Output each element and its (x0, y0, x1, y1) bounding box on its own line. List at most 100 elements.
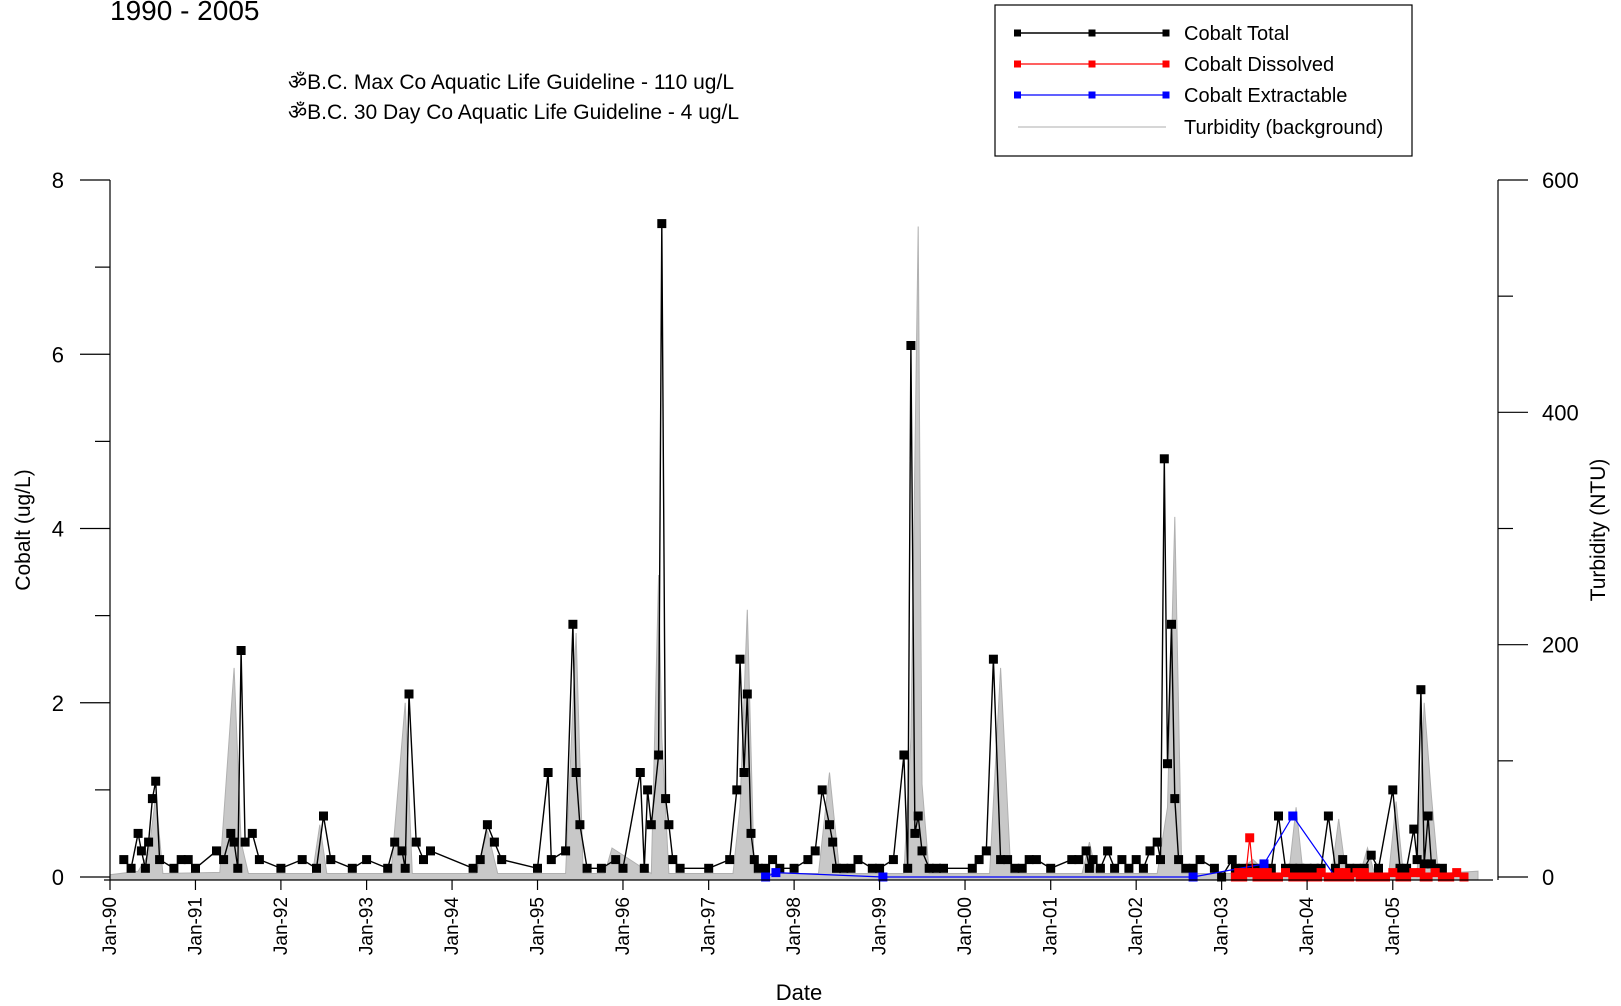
cobalt-total-point (312, 863, 321, 873)
cobalt-total-point (1167, 619, 1176, 629)
cobalt-total-point (828, 837, 838, 847)
cobalt-total-point (939, 863, 948, 873)
cobalt-total-point (704, 863, 714, 873)
cobalt-total-point (888, 855, 898, 865)
cobalt-total-point (191, 863, 200, 873)
cobalt-total-point (932, 863, 941, 873)
cobalt-total-point (974, 855, 984, 865)
cobalt-total-point (668, 855, 678, 865)
x-tick-label: Jan-02 (1126, 897, 1147, 955)
cobalt-total-point (155, 855, 165, 865)
x-tick-label: Jan-99 (870, 897, 891, 955)
cobalt-total-point (151, 776, 161, 786)
cobalt-total-point (1295, 863, 1305, 873)
cobalt-total-point (1174, 855, 1184, 865)
cobalt-total-point (867, 863, 877, 873)
cobalt-total-point (133, 828, 143, 838)
cobalt-total-point (390, 837, 400, 847)
cobalt-total-point (169, 863, 179, 873)
cobalt-total-point (917, 846, 927, 856)
cobalt-dissolved-point (1452, 868, 1462, 878)
cobalt-total-point (1088, 855, 1098, 865)
cobalt-total-point (654, 750, 664, 760)
cobalt-total-point (140, 863, 150, 873)
cobalt-total-point (176, 855, 186, 865)
y2-tick-label: 600 (1542, 168, 1579, 193)
cobalt-total-point (575, 820, 585, 830)
cobalt-total-point (1274, 811, 1283, 821)
cobalt-total-point (1338, 855, 1348, 865)
legend: Cobalt Total Cobalt Dissolved Cobalt Ext… (994, 4, 1413, 157)
x-tick-label: Jan-91 (186, 897, 207, 955)
x-tick-label: Jan-95 (528, 897, 549, 955)
cobalt-extractable-point (761, 872, 771, 882)
cobalt-total-point (1046, 863, 1056, 873)
cobalt-total-point (846, 863, 856, 873)
cobalt-total-point (1437, 863, 1447, 873)
cobalt-dissolved-point (1316, 868, 1326, 878)
cobalt-total-point (853, 855, 863, 865)
cobalt-total-point (661, 794, 671, 804)
y-axis-right-label: Turbidity (NTU) (1587, 459, 1610, 602)
cobalt-total-point (297, 855, 307, 865)
cobalt-dissolved-point (1395, 872, 1405, 882)
cobalt-total-point (1302, 863, 1312, 873)
cobalt-total-point (967, 863, 977, 873)
cobalt-total-point (1095, 863, 1105, 873)
x-tick-label: Jan-96 (613, 897, 634, 955)
x-tick-label: Jan-90 (100, 897, 121, 955)
cobalt-total-point (825, 820, 834, 830)
y-axis-left-label: Cobalt (ug/L) (12, 469, 35, 590)
cobalt-dissolved-point (1274, 872, 1283, 882)
cobalt-total-point (1195, 855, 1205, 865)
y-tick-label: 0 (52, 865, 64, 890)
x-axis-label: Date (776, 980, 822, 1005)
cobalt-total-point (1003, 855, 1013, 865)
cobalt-dissolved-point (1445, 872, 1455, 882)
cobalt-total-point (1081, 846, 1091, 856)
cobalt-total-point (582, 863, 592, 873)
cobalt-total-point (1323, 811, 1333, 821)
cobalt-total-point (746, 828, 756, 838)
cobalt-total-point (400, 863, 410, 873)
x-tick-label: Jan-92 (271, 897, 292, 955)
cobalt-total-point (996, 855, 1006, 865)
cobalt-total-point (1227, 855, 1237, 865)
cobalt-total-line (123, 223, 1443, 879)
cobalt-total-point (347, 863, 357, 873)
cobalt-total-point (497, 855, 507, 865)
cobalt-total-point (247, 828, 257, 838)
cobalt-total-point (732, 785, 742, 795)
cobalt-dissolved-point (1402, 872, 1412, 882)
cobalt-total-point (468, 863, 478, 873)
x-tick-label: Jan-97 (699, 897, 720, 955)
cobalt-total-point (988, 654, 998, 664)
cobalt-total-point (635, 768, 645, 777)
cobalt-total-point (1366, 850, 1376, 860)
cobalt-total-point (1402, 863, 1412, 873)
cobalt-total-point (753, 863, 763, 873)
cobalt-total-point (1416, 685, 1426, 695)
cobalt-total-point (643, 785, 653, 795)
cobalt-total-point (571, 768, 581, 777)
cobalt-total-point (903, 863, 913, 873)
cobalt-total-point (1395, 863, 1405, 873)
cobalt-total-point (233, 863, 243, 873)
cobalt-total-point (725, 855, 735, 865)
cobalt-dissolved-point (1345, 872, 1355, 882)
cobalt-total-point (817, 785, 827, 795)
cobalt-total-point (1152, 837, 1162, 847)
turbidity-area (109, 226, 1479, 881)
cobalt-extractable-point (771, 868, 781, 878)
cobalt-total-point (1031, 855, 1041, 865)
cobalt-dissolved-point (1288, 872, 1298, 882)
cobalt-total-point (1110, 863, 1120, 873)
cobalt-total-point (1138, 863, 1148, 873)
cobalt-total-point (1181, 863, 1191, 873)
cobalt-total-point (749, 855, 759, 865)
legend-label-turbidity: Turbidity (background) (1184, 117, 1383, 139)
legend-item-turbidity: Turbidity (background) (1018, 117, 1383, 139)
cobalt-total-point (810, 846, 820, 856)
y-axis-left-ticks: 0 2 4 6 8 (52, 168, 110, 890)
turbidity-series (109, 226, 1479, 881)
